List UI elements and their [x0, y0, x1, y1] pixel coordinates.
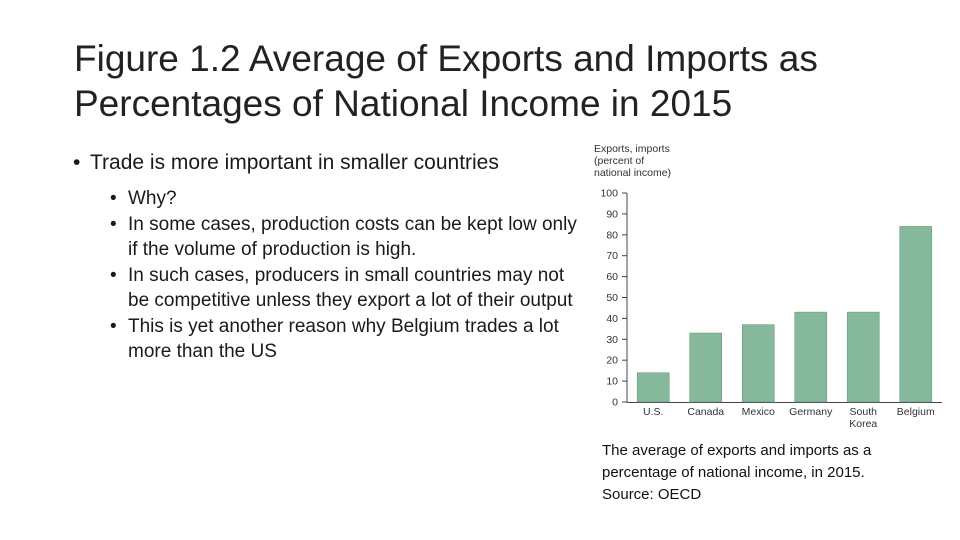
sub-bullet: • Why? [70, 186, 578, 211]
x-tick-label: U.S. [643, 406, 663, 418]
bar [846, 311, 880, 403]
caption-line: The average of exports and imports as a [602, 442, 872, 459]
chart-caption: The average of exports and imports as a … [602, 440, 932, 506]
bar-chart: Exports, imports (percent of national inco… [580, 140, 960, 440]
bullet-list: • Trade is more important in smaller cou… [70, 150, 590, 365]
bar [636, 372, 670, 403]
y-axis-label: (percent of [594, 155, 644, 167]
y-tick-label: 70 [606, 250, 618, 262]
slide-title-line-2: Percentages of National Income in 2015 [74, 83, 733, 124]
y-tick-label: 60 [606, 271, 618, 283]
slide-title: Figure 1.2 Average of Exports and Import… [74, 36, 914, 126]
sub-bullet-text: This is yet another reason why Belgium t… [128, 316, 559, 362]
sub-bullet-text: Why? [128, 188, 177, 209]
sub-bullet: • In some cases, production costs can be… [70, 212, 578, 262]
sub-bullet-text: In some cases, production costs can be k… [128, 214, 577, 260]
sub-bullet: • In such cases, producers in small coun… [70, 263, 578, 313]
bullet-marker: • [110, 188, 117, 209]
x-tick-label: Canada [687, 406, 724, 418]
x-tick-label: Mexico [742, 406, 775, 418]
y-tick-label: 50 [606, 292, 618, 304]
bar [741, 324, 775, 403]
x-tick-label: Germany [789, 406, 833, 418]
caption-line: percentage of national income, in 2015. [602, 464, 865, 481]
caption-source: Source: OECD [602, 486, 702, 503]
sub-bullet: • This is yet another reason why Belgium… [70, 314, 578, 364]
y-tick-label: 100 [600, 188, 618, 200]
main-bullet: • Trade is more important in smaller cou… [70, 150, 590, 176]
bullet-marker: • [110, 316, 117, 337]
y-tick-label: 80 [606, 229, 618, 241]
sub-bullet-text: In such cases, producers in small countr… [128, 265, 573, 311]
x-tick-label: Belgium [897, 406, 935, 418]
bullet-marker: • [73, 151, 81, 174]
main-bullet-text: Trade is more important in smaller count… [90, 151, 499, 174]
slide-title-line-1: Figure 1.2 Average of Exports and Import… [74, 38, 818, 79]
y-tick-label: 20 [606, 355, 618, 367]
y-tick-label: 10 [606, 376, 618, 388]
y-axis-label: national income) [594, 167, 671, 179]
sub-bullet-list: • Why? • In some cases, production costs… [70, 186, 590, 364]
bullet-marker: • [110, 265, 117, 286]
bar [794, 311, 828, 403]
y-tick-label: 40 [606, 313, 618, 325]
y-tick-label: 0 [612, 397, 618, 409]
y-tick-label: 90 [606, 208, 618, 220]
bar [899, 226, 933, 403]
bullet-marker: • [110, 214, 117, 235]
x-tick-label: South [850, 406, 878, 418]
bar [689, 332, 723, 403]
y-tick-label: 30 [606, 334, 618, 346]
x-tick-label: Korea [849, 418, 877, 430]
y-axis-label: Exports, imports [594, 143, 670, 155]
